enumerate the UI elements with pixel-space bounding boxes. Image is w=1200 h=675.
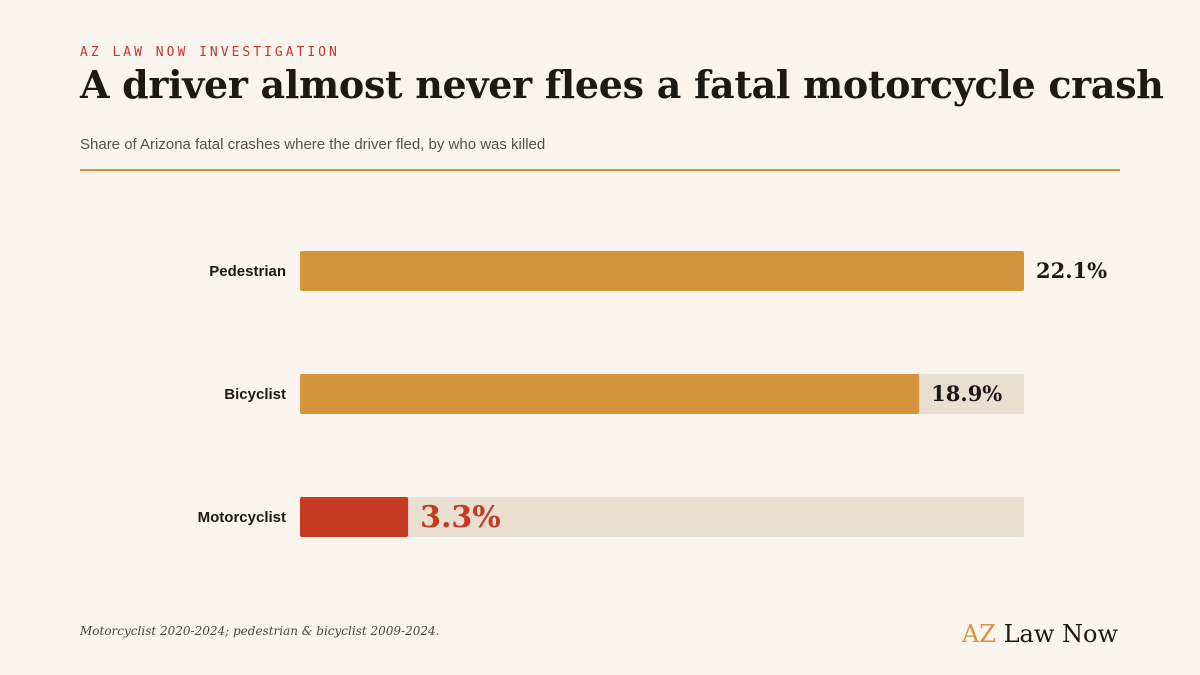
category-label-pedestrian: Pedestrian	[209, 263, 286, 280]
category-label-motorcyclist: Motorcyclist	[198, 509, 286, 526]
value-label-bicyclist: 18.9%	[931, 381, 1002, 406]
bar-motorcyclist	[300, 497, 409, 537]
value-label-pedestrian: 22.1%	[1036, 258, 1107, 283]
brand-name: Law Now	[1003, 620, 1118, 648]
category-label-bicyclist: Bicyclist	[224, 386, 286, 403]
value-label-motorcyclist: 3.3%	[420, 500, 501, 535]
chart-title: A driver almost never flees a fatal moto…	[80, 62, 1164, 107]
bar-pedestrian	[300, 251, 1024, 291]
brand-logo: AZ Law Now	[962, 620, 1118, 648]
bar-track-motorcyclist	[300, 497, 1024, 537]
bar-bicyclist	[300, 374, 920, 414]
brand-az: AZ	[961, 620, 996, 648]
header-divider	[80, 169, 1120, 171]
kicker: AZ LAW NOW INVESTIGATION	[80, 45, 340, 60]
chart-subtitle: Share of Arizona fatal crashes where the…	[80, 136, 546, 153]
source-note: Motorcyclist 2020-2024; pedestrian & bic…	[80, 624, 440, 638]
